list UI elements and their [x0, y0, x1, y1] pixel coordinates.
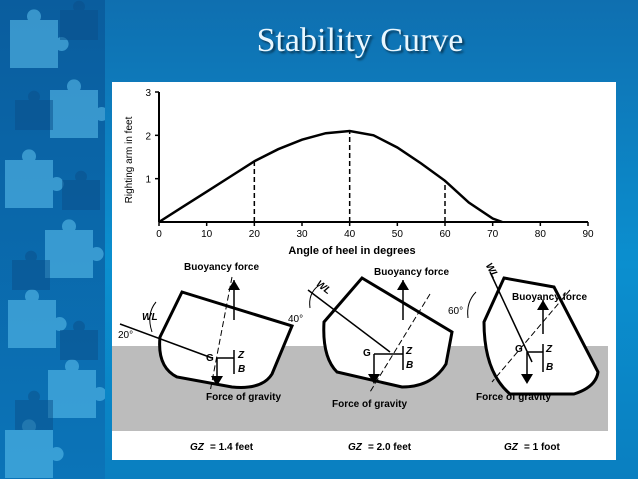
- x-tick-label: 10: [201, 229, 213, 240]
- gz-value: = 2.0 feet: [368, 442, 412, 453]
- buoyancy-label: Buoyancy force: [374, 267, 449, 278]
- z-label: Z: [405, 346, 413, 357]
- heel-diagram-20: 20° WL Buoyancy force Force of gravity G…: [118, 262, 295, 453]
- wl-label: WL: [483, 261, 500, 280]
- gz-label: GZ: [348, 442, 363, 453]
- gravity-label: Force of gravity: [332, 399, 407, 410]
- y-axis-label: Righting arm in feet: [124, 116, 135, 203]
- reference-lines: [253, 131, 446, 222]
- buoyancy-arrow-icon: [397, 280, 409, 320]
- y-tick-label: 1: [145, 175, 151, 186]
- z-label: Z: [237, 350, 245, 361]
- gz-label: GZ: [190, 442, 205, 453]
- z-label: Z: [545, 344, 553, 355]
- stability-chart: 0 10 20 30 40 50 60 70 80 90 1 2 3 Angle of heel in…: [124, 88, 594, 257]
- gz-value: = 1 foot: [524, 442, 561, 453]
- g-label: G: [515, 344, 523, 355]
- x-tick-label: 80: [535, 229, 547, 240]
- hull-outline: [322, 276, 454, 389]
- x-tick-label: 60: [439, 229, 451, 240]
- centerline: [209, 276, 233, 393]
- hull-outline: [158, 290, 295, 389]
- y-tick-label: 3: [145, 88, 151, 99]
- angle-arc: [467, 291, 477, 319]
- heel-diagram-60: 60° WL Buoyancy force Force of gravity G…: [448, 261, 600, 453]
- g-label: G: [363, 348, 371, 359]
- x-axis-label: Angle of heel in degrees: [288, 245, 415, 257]
- gz-value: = 1.4 feet: [210, 442, 254, 453]
- angle-arc: [309, 285, 319, 309]
- waterline: [489, 271, 533, 363]
- puzzle-piece-icon: [5, 0, 105, 478]
- puzzle-decoration-strip: [0, 0, 105, 479]
- centerline: [491, 289, 571, 383]
- gravity-arrow-icon: [368, 354, 380, 384]
- gravity-label: Force of gravity: [476, 392, 551, 403]
- b-label: B: [406, 360, 413, 371]
- wl-label: WL: [142, 312, 158, 323]
- buoyancy-label: Buoyancy force: [184, 262, 259, 273]
- y-tick-label: 2: [145, 131, 151, 142]
- gravity-label: Force of gravity: [206, 392, 281, 403]
- buoyancy-arrow-icon: [228, 280, 240, 320]
- angle-label: 20°: [118, 330, 133, 341]
- gravity-arrow-icon: [211, 358, 223, 386]
- x-tick-label: 0: [156, 229, 162, 240]
- centerline: [369, 293, 431, 393]
- waterline: [119, 323, 213, 359]
- angle-arc: [149, 301, 157, 333]
- x-tick-label: 50: [392, 229, 404, 240]
- x-tick-label: 20: [249, 229, 261, 240]
- figure-panel: 0 10 20 30 40 50 60 70 80 90 1 2 3 Angle of heel in…: [112, 82, 616, 460]
- righting-arm-curve: [158, 129, 503, 224]
- x-ticks: 0 10 20 30 40 50 60 70 80 90: [156, 222, 594, 240]
- angle-label: 40°: [288, 314, 303, 325]
- wl-label: WL: [314, 279, 333, 297]
- y-ticks: 1 2 3: [145, 88, 159, 186]
- b-label: B: [238, 364, 245, 375]
- buoyancy-arrow-icon: [537, 300, 549, 334]
- gz-label: GZ: [504, 442, 519, 453]
- slide-title: Stability Curve: [256, 22, 464, 59]
- hull-outline: [482, 276, 600, 396]
- x-tick-label: 70: [487, 229, 499, 240]
- g-label: G: [206, 353, 214, 364]
- x-tick-label: 40: [344, 229, 356, 240]
- x-tick-label: 90: [582, 229, 594, 240]
- x-tick-label: 30: [296, 229, 308, 240]
- b-label: B: [546, 362, 553, 373]
- buoyancy-label: Buoyancy force: [512, 292, 587, 303]
- angle-label: 60°: [448, 306, 463, 317]
- waterline: [307, 289, 391, 353]
- gravity-arrow-icon: [521, 352, 533, 384]
